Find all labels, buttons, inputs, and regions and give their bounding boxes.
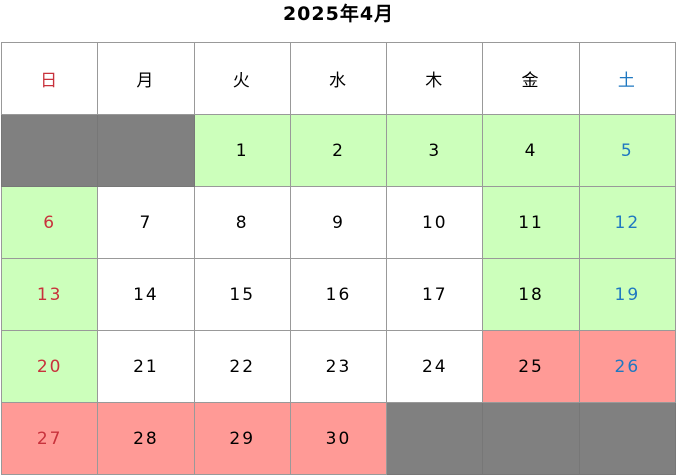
calendar-grid: 日月火水木金土 1 2 3 4 5 6 7 8 9 10 11 12 13 14 15 16 17 18 19 20 2…: [0, 42, 677, 475]
day-cell[interactable]: 19: [578, 258, 677, 331]
weekday-header: 火: [193, 42, 291, 115]
empty-cell: [0, 114, 99, 187]
day-cell[interactable]: 26: [578, 330, 677, 403]
day-cell[interactable]: 5: [578, 114, 677, 187]
weekday-header-row: 日月火水木金土: [0, 42, 677, 115]
calendar-title: 2025年4月: [282, 3, 395, 25]
day-cell[interactable]: 14: [97, 258, 195, 331]
weekday-header: 水: [289, 42, 388, 115]
day-cell[interactable]: 6: [0, 186, 99, 259]
weekday-header: 日: [0, 42, 99, 115]
day-cell[interactable]: 27: [0, 402, 99, 475]
empty-cell: [386, 402, 484, 475]
week-row: 20 21 22 23 24 25 26: [0, 330, 677, 403]
day-cell[interactable]: 11: [482, 186, 580, 259]
day-cell[interactable]: 16: [289, 258, 388, 331]
day-cell[interactable]: 24: [386, 330, 484, 403]
day-cell[interactable]: 4: [482, 114, 580, 187]
weekday-header: 木: [386, 42, 484, 115]
day-cell[interactable]: 28: [97, 402, 195, 475]
day-cell[interactable]: 17: [386, 258, 484, 331]
week-row: 27 28 29 30: [0, 402, 677, 475]
weekday-header: 月: [97, 42, 195, 115]
day-cell[interactable]: 13: [0, 258, 99, 331]
day-cell[interactable]: 8: [193, 186, 291, 259]
day-cell[interactable]: 1: [193, 114, 291, 187]
day-cell[interactable]: 21: [97, 330, 195, 403]
weekday-header: 土: [578, 42, 677, 115]
day-cell[interactable]: 9: [289, 186, 388, 259]
day-cell[interactable]: 29: [193, 402, 291, 475]
day-cell[interactable]: 10: [386, 186, 484, 259]
day-cell[interactable]: 25: [482, 330, 580, 403]
day-cell[interactable]: 15: [193, 258, 291, 331]
week-row: 6 7 8 9 10 11 12: [0, 186, 677, 259]
empty-cell: [578, 402, 677, 475]
weekday-header: 金: [482, 42, 580, 115]
day-cell[interactable]: 3: [386, 114, 484, 187]
day-cell[interactable]: 18: [482, 258, 580, 331]
day-cell[interactable]: 2: [289, 114, 388, 187]
empty-cell: [97, 114, 195, 187]
empty-cell: [482, 402, 580, 475]
week-row: 13 14 15 16 17 18 19: [0, 258, 677, 331]
day-cell[interactable]: 7: [97, 186, 195, 259]
day-cell[interactable]: 30: [289, 402, 388, 475]
day-cell[interactable]: 22: [193, 330, 291, 403]
day-cell[interactable]: 23: [289, 330, 388, 403]
day-cell[interactable]: 12: [578, 186, 677, 259]
day-cell[interactable]: 20: [0, 330, 99, 403]
